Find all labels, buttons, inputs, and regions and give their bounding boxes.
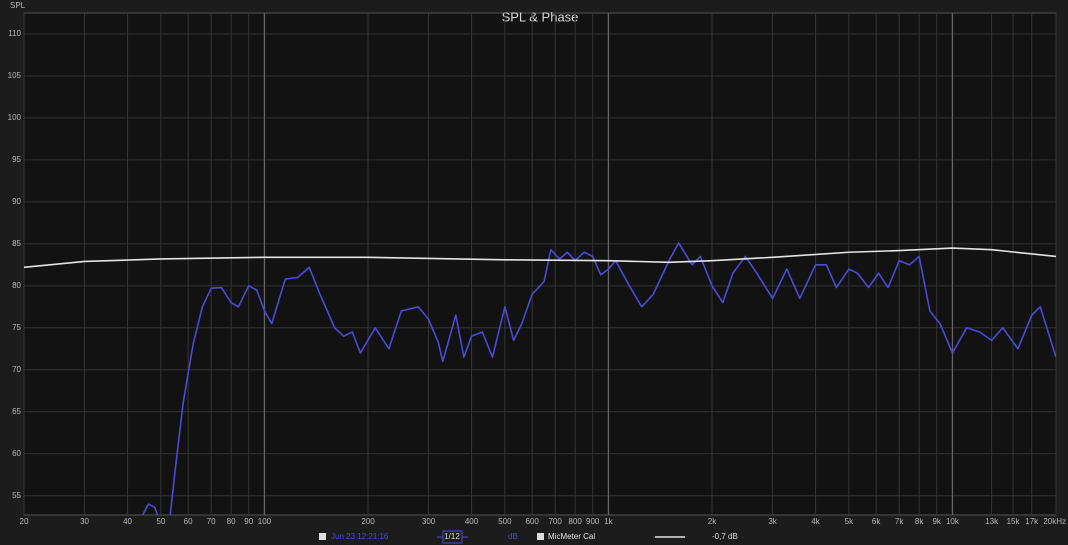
x-tick-label: 20 <box>20 517 29 526</box>
x-tick-label: 10k <box>946 517 960 526</box>
x-tick-label: 400 <box>465 517 479 526</box>
y-tick-label: 100 <box>8 113 22 122</box>
x-tick-label: 8k <box>915 517 924 526</box>
x-tick-label: 17k <box>1025 517 1039 526</box>
y-tick-label: 55 <box>12 491 21 500</box>
x-tick-label: 1k <box>604 517 613 526</box>
x-tick-label: 200 <box>361 517 375 526</box>
x-tick-label: 20kHz <box>1043 517 1066 526</box>
x-tick-label: 300 <box>422 517 436 526</box>
legend-offset: -0,7 dB <box>712 532 738 541</box>
y-tick-label: 70 <box>12 365 21 374</box>
y-tick-label: 75 <box>12 323 21 332</box>
y-tick-label: 105 <box>8 71 22 80</box>
x-tick-label: 7k <box>895 517 904 526</box>
grid <box>23 13 1057 515</box>
y-tick-label: 95 <box>12 155 21 164</box>
x-tick-label: 3k <box>768 517 777 526</box>
legend-unit: dB <box>508 532 518 541</box>
x-tick-label: 2k <box>708 517 717 526</box>
series-line <box>24 247 1056 269</box>
series-line <box>141 242 1056 515</box>
x-tick-label: 700 <box>548 517 562 526</box>
x-tick-label: 9k <box>932 517 941 526</box>
chart-title: SPL & Phase <box>502 9 579 24</box>
x-tick-label: 30 <box>80 517 89 526</box>
x-tick-label: 80 <box>227 517 236 526</box>
plot-area <box>23 12 1057 516</box>
checkbox[interactable] <box>537 533 544 540</box>
x-tick-label: 100 <box>258 517 272 526</box>
y-tick-label: 85 <box>12 239 21 248</box>
x-tick-label: 5k <box>845 517 854 526</box>
y-axis-label: SPL <box>10 1 26 10</box>
x-tick-label: 500 <box>498 517 512 526</box>
x-tick-label: 800 <box>568 517 582 526</box>
legend-entry[interactable]: Jun 23 12:21:16 <box>331 532 389 541</box>
x-tick-label: 70 <box>207 517 216 526</box>
y-tick-label: 60 <box>12 449 21 458</box>
smoothing-label: 1/12 <box>444 532 460 541</box>
lines <box>24 242 1056 515</box>
legend-entry[interactable]: MicMeter Cal <box>548 532 595 541</box>
legend: Jun 23 12:21:16 1/12 dB MicMeter Cal -0,… <box>319 530 738 544</box>
x-tick-label: 15k <box>1007 517 1021 526</box>
y-tick-label: 80 <box>12 281 21 290</box>
x-tick-label: 50 <box>156 517 165 526</box>
x-tick-label: 40 <box>123 517 132 526</box>
x-tick-label: 900 <box>586 517 600 526</box>
x-tick-label: 4k <box>811 517 820 526</box>
x-tick-label: 60 <box>184 517 193 526</box>
checkbox[interactable] <box>319 533 326 540</box>
y-tick-label: 110 <box>8 29 21 38</box>
y-tick-label: 90 <box>12 197 21 206</box>
y-tick-label: 65 <box>12 407 21 416</box>
x-tick-label: 6k <box>872 517 881 526</box>
x-tick-label: 13k <box>985 517 999 526</box>
x-tick-label: 90 <box>244 517 253 526</box>
x-tick-label: 600 <box>525 517 539 526</box>
